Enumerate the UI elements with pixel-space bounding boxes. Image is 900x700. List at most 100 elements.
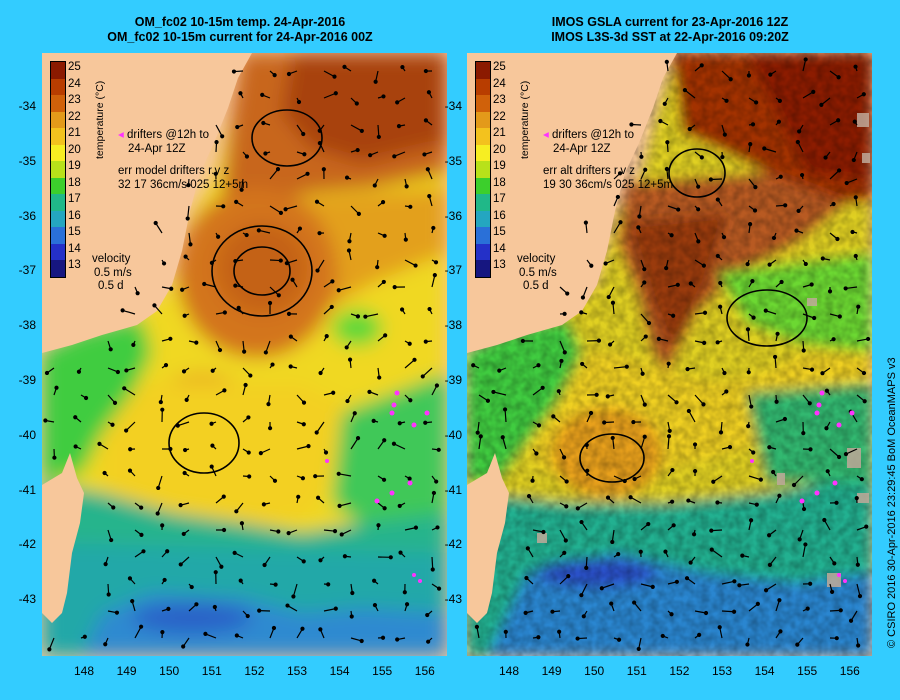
colorbar-swatch — [476, 78, 490, 95]
lat-tick-label: -40 — [444, 427, 462, 442]
lat-tick-label: -35 — [444, 153, 462, 168]
lon-tick-label: 152 — [669, 664, 690, 678]
colorbar-tick-label: 14 — [493, 242, 506, 255]
right-colorbar-title: temperature (°C) — [519, 80, 531, 159]
lon-tick-label: 151 — [626, 664, 647, 678]
left-colorbar-swatches — [51, 62, 65, 277]
lat-tick-label: -41 — [18, 482, 36, 497]
lon-tick-label: 152 — [244, 664, 265, 678]
colorbar-tick-label: 23 — [68, 94, 81, 106]
left-velocity-legend: velocity 0.5 m/s 0.5 d — [92, 253, 132, 292]
lat-tick-label: -39 — [18, 373, 36, 387]
colorbar-swatch — [476, 161, 490, 178]
colorbar-tick-label: 23 — [493, 94, 506, 106]
colorbar-swatch — [476, 260, 490, 277]
left-title-line2: OM_fc02 10-15m current for 24-Apr-2016 0… — [107, 30, 373, 44]
colorbar-tick-label: 24 — [68, 77, 81, 90]
right-colorbar — [475, 61, 491, 278]
colorbar-swatch — [51, 144, 65, 161]
colorbar-swatch — [51, 111, 65, 128]
lat-tick-label: -42 — [18, 537, 36, 552]
right-velocity-legend: velocity 0.5 m/s 0.5 d — [517, 253, 557, 292]
colorbar-tick-label: 25 — [493, 61, 506, 73]
colorbar-tick-label: 21 — [493, 127, 506, 139]
colorbar-swatch — [51, 260, 65, 277]
lon-tick-label: 155 — [797, 664, 818, 678]
colorbar-tick-label: 24 — [493, 77, 506, 90]
left-current-vectors — [43, 64, 442, 652]
colorbar-tick-label: 18 — [493, 176, 506, 189]
lon-tick-label: 148 — [73, 664, 95, 678]
left-map[interactable]: 25 24 23 22 21 20 19 18 17 16 15 14 13 temperature (… — [42, 53, 447, 656]
lon-tick-label: 150 — [159, 664, 180, 678]
colorbar-swatch — [476, 243, 490, 260]
right-sst-field — [467, 53, 872, 656]
colorbar-swatch — [51, 62, 65, 79]
lat-tick-label: -37 — [18, 263, 36, 278]
lat-tick-label: -36 — [18, 208, 36, 223]
colorbar-tick-label: 19 — [68, 160, 81, 172]
colorbar-swatch — [51, 128, 65, 145]
left-colorbar-title: temperature (°C) — [94, 80, 106, 159]
colorbar-swatch — [476, 144, 490, 161]
lat-tick-label: -36 — [444, 208, 462, 223]
lon-tick-label: 153 — [711, 664, 733, 678]
left-temperature-field — [42, 53, 447, 656]
lat-tick-label: -39 — [444, 373, 462, 387]
colorbar-tick-label: 25 — [68, 61, 81, 73]
lat-tick-label: -35 — [18, 153, 36, 168]
colorbar-tick-label: 17 — [493, 193, 506, 205]
colorbar-swatch — [476, 210, 490, 227]
lat-tick-label: -37 — [444, 263, 462, 278]
right-drifters-legend: ◂ drifters @12h to 24-Apr 12Z — [543, 129, 634, 155]
colorbar-tick-label: 22 — [493, 110, 506, 123]
colorbar-swatch — [51, 161, 65, 178]
colorbar-swatch — [476, 194, 490, 211]
lon-tick-label: 156 — [839, 664, 860, 678]
colorbar-swatch — [51, 210, 65, 227]
lat-tick-label: -38 — [18, 318, 36, 333]
left-drifters-legend: ◂ drifters @12h to 24-Apr 12Z — [118, 129, 209, 155]
left-colorbar — [50, 61, 66, 278]
lat-tick-label: -40 — [18, 427, 36, 442]
colorbar-swatch — [476, 227, 490, 244]
lon-tick-label: 148 — [498, 664, 520, 678]
lat-tick-label: -43 — [444, 592, 462, 607]
colorbar-swatch — [51, 78, 65, 95]
colorbar-tick-label: 15 — [68, 226, 81, 238]
copyright-text: © CSIRO 2016 30-Apr-2016 23:29:45 BoM Oc… — [886, 357, 898, 648]
right-title-line2: IMOS L3S-3d SST at 22-Apr-2016 09:20Z — [551, 30, 789, 44]
colorbar-swatch — [51, 227, 65, 244]
colorbar-tick-label: 22 — [68, 110, 81, 123]
right-map[interactable]: 25 24 23 22 21 20 19 18 17 16 15 14 13 temperature (… — [467, 53, 872, 656]
left-title-line1: OM_fc02 10-15m temp. 24-Apr-2016 — [134, 15, 346, 29]
colorbar-swatch — [51, 243, 65, 260]
colorbar-tick-label: 17 — [68, 193, 81, 205]
colorbar-swatch — [476, 177, 490, 194]
lon-tick-label: 153 — [286, 664, 308, 678]
right-current-vectors — [471, 57, 871, 652]
drifter-arrow-icon: ◂ — [543, 129, 549, 141]
colorbar-tick-label: 13 — [493, 259, 506, 271]
lon-tick-label: 154 — [754, 664, 775, 678]
colorbar-tick-label: 19 — [493, 160, 506, 172]
colorbar-swatch — [51, 194, 65, 211]
colorbar-tick-label: 15 — [493, 226, 506, 238]
right-panel-title: IMOS GSLA current for 23-Apr-2016 12Z IM… — [455, 15, 885, 45]
colorbar-swatch — [476, 111, 490, 128]
lon-tick-label: 155 — [372, 664, 393, 678]
lat-tick-label: -43 — [18, 592, 36, 607]
lat-tick-label: -41 — [444, 482, 462, 497]
colorbar-swatch — [51, 95, 65, 112]
right-err-legend: err alt drifters r.v z 19 30 36cm/s 025 … — [543, 165, 674, 191]
lon-tick-label: 151 — [201, 664, 222, 678]
colorbar-tick-label: 14 — [68, 242, 81, 255]
left-panel-title: OM_fc02 10-15m temp. 24-Apr-2016 OM_fc02… — [25, 15, 455, 45]
colorbar-tick-label: 20 — [68, 143, 81, 156]
right-colorbar-swatches — [476, 62, 490, 277]
colorbar-swatch — [51, 177, 65, 194]
right-title-line1: IMOS GSLA current for 23-Apr-2016 12Z — [551, 15, 789, 29]
colorbar-tick-label: 16 — [493, 209, 506, 222]
colorbar-swatch — [476, 128, 490, 145]
colorbar-tick-label: 20 — [493, 143, 506, 156]
